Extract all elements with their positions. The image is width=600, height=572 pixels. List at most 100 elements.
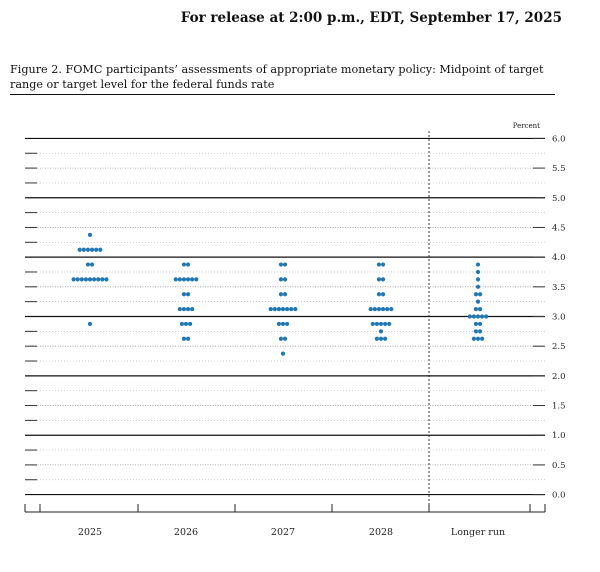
participant-dot xyxy=(380,277,386,282)
participant-dot xyxy=(473,329,479,334)
participant-dot xyxy=(75,277,80,282)
participant-dot xyxy=(183,321,189,327)
participant-dot xyxy=(475,284,481,289)
participant-dot xyxy=(87,321,93,327)
participant-dot xyxy=(374,336,379,341)
y-tick-label: 0.5 xyxy=(552,461,566,471)
participant-dot xyxy=(181,306,187,312)
participant-dot xyxy=(276,306,281,312)
participant-dot xyxy=(467,314,472,319)
y-tick-label: 3.5 xyxy=(552,283,566,293)
participant-dot xyxy=(285,306,290,312)
participant-dot xyxy=(471,336,476,341)
participant-dot xyxy=(272,306,277,312)
participant-dot xyxy=(387,321,392,327)
participant-dot xyxy=(276,321,281,327)
participant-dot xyxy=(475,299,481,304)
figure-title: Figure 2. FOMC participants’ assessments… xyxy=(10,63,544,91)
participant-dot xyxy=(372,306,377,312)
participant-dot xyxy=(473,292,479,297)
participant-dot xyxy=(83,277,88,282)
participant-dot xyxy=(179,321,184,327)
participant-dot xyxy=(278,262,284,267)
participant-dot xyxy=(471,314,476,319)
participant-dot xyxy=(475,314,481,319)
participant-dot xyxy=(278,336,284,341)
participant-dot xyxy=(87,232,93,237)
participant-dot xyxy=(188,321,193,327)
participant-dot xyxy=(378,329,384,334)
participant-dot xyxy=(376,306,382,312)
participant-dot xyxy=(94,247,99,252)
participant-dot xyxy=(185,292,191,297)
x-category-label: 2025 xyxy=(78,527,102,538)
participant-dot xyxy=(289,306,294,312)
participant-dot xyxy=(484,314,489,319)
participant-dot xyxy=(190,277,195,282)
participant-dot xyxy=(378,321,384,327)
y-tick-label: 6.0 xyxy=(552,134,566,144)
participant-dot xyxy=(278,277,284,282)
participant-dot xyxy=(278,292,284,297)
participant-dot xyxy=(185,277,191,282)
y-tick-label: 4.5 xyxy=(552,223,566,233)
participant-dot xyxy=(77,247,82,252)
participant-dot xyxy=(475,269,481,275)
participant-dot xyxy=(185,336,191,341)
participant-dot xyxy=(85,247,91,252)
y-tick-label: 0.0 xyxy=(552,491,566,501)
participant-dot xyxy=(380,292,386,297)
participant-dot xyxy=(378,336,384,341)
participant-dot xyxy=(181,262,187,267)
participant-dot xyxy=(185,306,191,312)
participant-dot xyxy=(181,277,187,282)
y-tick-label: 5.0 xyxy=(552,194,566,204)
participant-dot xyxy=(293,306,298,312)
participant-dot xyxy=(98,247,103,252)
participant-dot xyxy=(282,262,288,267)
participant-dot xyxy=(383,321,388,327)
participant-dot xyxy=(268,306,273,312)
participant-dot xyxy=(71,277,76,282)
participant-dot xyxy=(380,306,386,312)
participant-dot xyxy=(389,306,394,312)
participant-dot xyxy=(376,292,382,297)
x-category-label: 2028 xyxy=(369,527,393,538)
participant-dot xyxy=(85,262,91,267)
participant-dot xyxy=(79,277,84,282)
participant-dot xyxy=(280,306,286,312)
release-notice: For release at 2:00 p.m., EDT, September… xyxy=(180,10,562,26)
y-tick-label: 3.0 xyxy=(552,313,566,323)
participant-dot xyxy=(475,277,481,282)
participant-dot xyxy=(374,321,379,327)
participant-dot xyxy=(282,277,288,282)
participant-dot xyxy=(477,306,483,312)
participant-dot xyxy=(100,277,105,282)
participant-dot xyxy=(473,306,479,312)
x-category-label: Longer run xyxy=(451,527,505,538)
participant-dot xyxy=(181,336,187,341)
y-tick-label: 1.5 xyxy=(552,402,566,412)
participant-dot xyxy=(81,247,86,252)
y-tick-label: 2.0 xyxy=(552,372,566,382)
y-tick-label: 2.5 xyxy=(552,342,566,352)
participant-dot xyxy=(177,277,182,282)
participant-dot xyxy=(87,277,93,282)
participant-dot xyxy=(92,277,97,282)
participant-dot xyxy=(475,262,481,267)
participant-dot xyxy=(190,306,195,312)
participant-dot xyxy=(185,262,191,267)
participant-dot xyxy=(280,351,286,356)
participant-dot xyxy=(96,277,101,282)
participant-dot xyxy=(282,292,288,297)
y-tick-label: 5.5 xyxy=(552,164,566,174)
participant-dot xyxy=(368,306,373,312)
participant-dot xyxy=(383,336,388,341)
participant-dot xyxy=(173,277,178,282)
participant-dot xyxy=(477,321,483,327)
participant-dot xyxy=(477,292,483,297)
participant-dot xyxy=(280,321,286,327)
y-tick-label: 1.0 xyxy=(552,431,566,441)
participant-dot xyxy=(89,247,95,252)
participant-dot xyxy=(480,314,485,319)
